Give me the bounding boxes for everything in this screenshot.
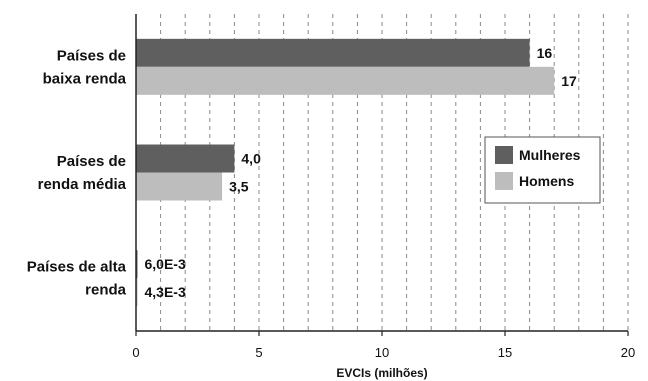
value-label: 4,3E-3 bbox=[145, 284, 186, 300]
x-tick-labels: 0 5 10 15 20 bbox=[132, 345, 635, 360]
bar-homens bbox=[136, 66, 555, 95]
legend: Mulheres Homens bbox=[484, 136, 601, 204]
legend-swatch-homens bbox=[495, 172, 513, 190]
bar-homens bbox=[136, 172, 223, 201]
x-tick-label: 20 bbox=[621, 345, 635, 360]
value-label: 4,0 bbox=[241, 151, 261, 167]
value-label: 17 bbox=[561, 73, 577, 89]
axes bbox=[135, 14, 629, 336]
value-label: 16 bbox=[537, 45, 553, 61]
value-labels: 16 17 4,0 3,5 6,0E-3 4,3E-3 bbox=[145, 45, 577, 300]
value-label: 3,5 bbox=[229, 179, 249, 195]
category-label: Países de renda média bbox=[38, 153, 127, 193]
bar-series bbox=[136, 38, 555, 307]
x-axis-title: EVCIs (milhões) bbox=[336, 366, 427, 380]
bar-mulheres bbox=[136, 38, 530, 67]
category-label: Países de baixa renda bbox=[43, 47, 127, 87]
x-tick-label: 15 bbox=[498, 345, 512, 360]
grid-lines bbox=[160, 14, 629, 331]
x-tick-label: 10 bbox=[375, 345, 389, 360]
bar-mulheres bbox=[136, 144, 235, 173]
category-labels: Países de baixa renda Países de renda média… bbox=[27, 47, 127, 298]
value-label: 6,0E-3 bbox=[145, 256, 186, 272]
x-tick-label: 0 bbox=[132, 345, 139, 360]
legend-label-mulheres: Mulheres bbox=[519, 147, 581, 163]
category-label: Países de alta renda bbox=[27, 259, 127, 299]
legend-label-homens: Homens bbox=[519, 173, 574, 189]
legend-swatch-mulheres bbox=[495, 146, 513, 164]
x-tick-label: 5 bbox=[255, 345, 262, 360]
